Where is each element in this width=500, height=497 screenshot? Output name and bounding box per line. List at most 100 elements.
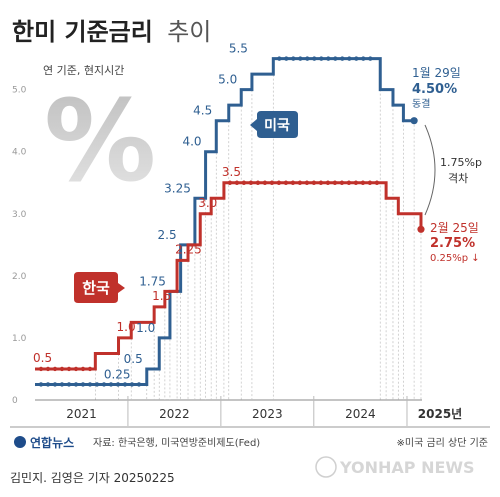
korea-plateau-dot xyxy=(297,180,303,185)
korea-plateau-dot xyxy=(311,180,317,185)
korea-plateau-dot xyxy=(283,180,289,185)
us-value-label: 5.0 xyxy=(218,73,237,87)
korea-rate-line xyxy=(35,181,423,371)
us-plateau-dot xyxy=(277,56,282,61)
gap-annotation: 1.75%p 격차 xyxy=(440,156,482,185)
korea-plateau-dot xyxy=(262,180,268,185)
x-tick-label: 2021 xyxy=(66,407,97,421)
grid-layer: 0 1.0 2.0 3.0 4.0 5.0 2021 2022 2023 2024 2025년 xyxy=(12,58,462,426)
korea-plateau-dot xyxy=(332,180,338,185)
us-plateau-dot xyxy=(291,56,296,61)
us-annotation: 1월 29일 4.50% 동결 xyxy=(412,66,461,110)
korea-callout: 한국 xyxy=(74,272,125,303)
x-tick-label: 2022 xyxy=(159,407,190,421)
korea-plateau-dot xyxy=(325,180,331,185)
korea-plateau-dot xyxy=(52,366,58,372)
us-callout: 미국 xyxy=(250,111,298,138)
y-tick-label: 0 xyxy=(12,396,18,406)
x-tick-label: 2025년 xyxy=(418,407,462,421)
korea-plateau-dot xyxy=(73,366,79,372)
us-value-label: 0.25 xyxy=(104,367,131,381)
korea-plateau-dot xyxy=(374,180,380,185)
chart-subtitle: 연 기준, 현지시간 xyxy=(43,64,124,77)
us-plateau-dot xyxy=(298,56,303,61)
y-tick-label: 5.0 xyxy=(12,86,27,96)
logo-text: 연합뉴스 xyxy=(30,435,74,450)
chart-title-suffix: 추이 xyxy=(167,18,211,46)
us-plateau-dot xyxy=(80,382,86,387)
gap-value: 1.75%p xyxy=(440,156,482,169)
us-callout-label: 미국 xyxy=(264,118,290,134)
us-value-label: 4.0 xyxy=(182,135,201,149)
us-plateau-dot xyxy=(108,382,114,387)
us-plateau-dot xyxy=(347,56,352,61)
korea-value-label: 0.5 xyxy=(33,351,52,365)
us-plateau-dot xyxy=(354,56,359,61)
us-callout-bubble xyxy=(250,111,298,138)
x-tick-label: 2023 xyxy=(252,407,283,421)
us-annotation-note: 동결 xyxy=(412,98,430,110)
korea-plateau-dot xyxy=(318,180,324,185)
us-value-label: 5.5 xyxy=(229,42,248,56)
y-tick-label: 4.0 xyxy=(12,148,27,158)
us-plateau-dot xyxy=(129,382,135,387)
svg-text:한미 기준금리 추이: 한미 기준금리 추이 xyxy=(12,18,211,46)
us-plateau-dot xyxy=(136,382,142,387)
percent-symbol: % xyxy=(44,77,156,207)
korea-value-label: 2.25 xyxy=(175,242,202,256)
korea-callout-bubble xyxy=(74,272,125,303)
korea-plateau-dot xyxy=(66,366,72,372)
us-endpoint-marker xyxy=(410,117,418,125)
us-annotation-value: 4.50% xyxy=(412,82,457,97)
korea-plateau-dot xyxy=(38,366,44,372)
korea-plateau-dot xyxy=(227,180,233,185)
us-plateau-dot xyxy=(284,56,289,61)
us-plateau-dot xyxy=(340,56,345,61)
watermark-text: YONHAP NEWS xyxy=(339,458,475,477)
us-plateau-dot xyxy=(52,382,58,387)
us-plateau-dot xyxy=(38,382,44,387)
us-value-label: 2.5 xyxy=(158,228,177,242)
korea-plateau-dot xyxy=(87,366,93,372)
korea-annotation-date: 2월 25일 xyxy=(430,221,479,235)
us-plateau-dot xyxy=(319,56,324,61)
us-plateau-dot xyxy=(73,382,79,387)
korea-endpoint-marker xyxy=(417,225,425,233)
us-annotation-date: 1월 29일 xyxy=(412,66,461,80)
us-value-label: 3.25 xyxy=(164,181,191,195)
watermark-icon xyxy=(315,456,337,478)
series-layer xyxy=(35,56,425,387)
byline-text: 김민지. 김영은 기자 20250225 xyxy=(10,471,175,485)
us-plateau-dot xyxy=(333,56,338,61)
y-tick-label: 3.0 xyxy=(12,210,27,220)
us-value-label: 0.5 xyxy=(124,352,143,366)
korea-annotation-value: 2.75% xyxy=(430,236,475,251)
korea-plateau-dot xyxy=(248,180,254,185)
us-plateau-dot xyxy=(94,382,100,387)
us-plateau-dot xyxy=(101,382,107,387)
korea-annotation-note: 0.25%p ↓ xyxy=(430,253,480,264)
korea-plateau-dot xyxy=(339,180,345,185)
korea-callout-label: 한국 xyxy=(82,279,110,297)
korea-plateau-dot xyxy=(367,180,373,185)
korea-plateau-dot xyxy=(45,366,51,372)
chart-title: 한미 기준금리 xyxy=(12,18,153,46)
source-text: 자료: 한국은행, 미국연방준비제도(Fed) xyxy=(93,437,260,449)
korea-plateau-dot xyxy=(360,180,366,185)
us-value-label: 1.0 xyxy=(136,321,155,335)
korea-annotation: 2월 25일 2.75% 0.25%p ↓ xyxy=(430,221,480,264)
us-plateau-dot xyxy=(66,382,72,387)
us-plateau-dot xyxy=(115,382,121,387)
us-plateau-dot xyxy=(59,382,65,387)
korea-plateau-dot xyxy=(59,366,65,372)
gap-bracket xyxy=(424,124,436,216)
us-value-label: 1.75 xyxy=(139,274,166,288)
korea-plateau-dot xyxy=(353,180,359,185)
y-tick-label: 1.0 xyxy=(12,334,27,344)
us-plateau-dot xyxy=(305,56,310,61)
korea-plateau-dot xyxy=(346,180,352,185)
us-plateau-dot xyxy=(122,382,128,387)
korea-value-label: 3.5 xyxy=(222,165,241,179)
gap-label: 격차 xyxy=(448,172,468,185)
